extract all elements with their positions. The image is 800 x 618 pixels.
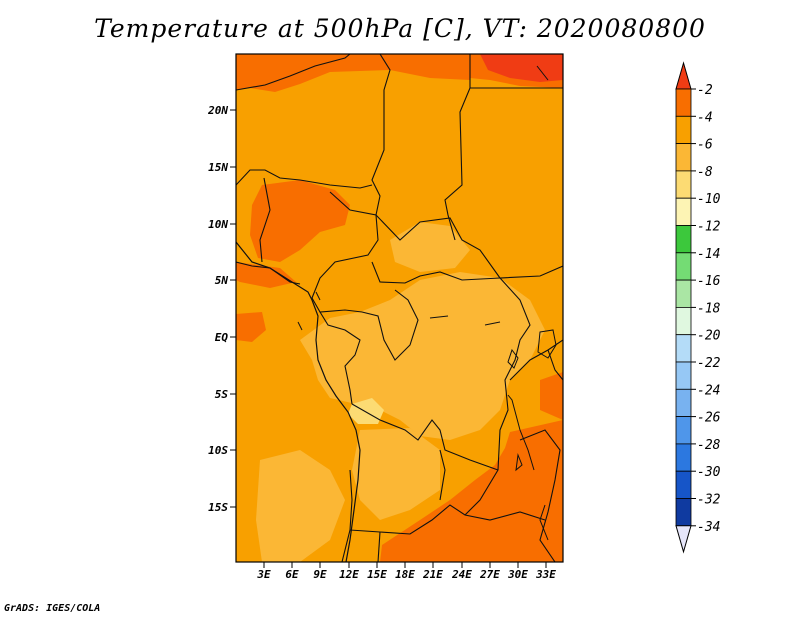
colorbar-swatch bbox=[675, 470, 692, 499]
lat-label-10S: 10S bbox=[208, 444, 228, 457]
colorbar-label: -8 bbox=[697, 165, 713, 180]
colorbar-label: -24 bbox=[697, 383, 720, 398]
field-region-south-central bbox=[352, 428, 440, 520]
field-region-southeast bbox=[380, 420, 563, 562]
lat-label-20N: 20N bbox=[207, 104, 228, 117]
lat-label-15S: 15S bbox=[208, 501, 228, 514]
lon-label-33E: 33E bbox=[535, 568, 556, 581]
colorbar-label: -26 bbox=[697, 411, 721, 426]
colorbar-swatch bbox=[675, 170, 692, 199]
colorbar-swatch bbox=[675, 225, 692, 254]
colorbar-label: -28 bbox=[697, 438, 721, 453]
longitude-axis: 3E 6E 9E 12E 15E 18E 21E 24E 27E 30E 33E bbox=[256, 562, 556, 581]
field-region-congo bbox=[300, 272, 545, 440]
field-region-east-patch bbox=[540, 372, 563, 420]
field-region-central-west bbox=[390, 222, 470, 272]
lon-label-15E: 15E bbox=[367, 568, 387, 581]
colorbar-top-arrow bbox=[675, 61, 692, 90]
colorbar-swatch bbox=[675, 334, 692, 363]
lon-label-24E: 24E bbox=[451, 568, 472, 581]
field-region-west-equator bbox=[236, 312, 266, 342]
colorbar-swatch bbox=[675, 443, 692, 472]
colorbar-label: -22 bbox=[697, 356, 721, 371]
colorbar-label: -30 bbox=[697, 465, 721, 480]
lat-label-15N: 15N bbox=[208, 161, 228, 174]
colorbar-label: -2 bbox=[697, 83, 713, 98]
lon-label-27E: 27E bbox=[479, 568, 500, 581]
lakes bbox=[297, 65, 557, 541]
colorbar-bottom-arrow bbox=[675, 525, 692, 554]
lon-label-21E: 21E bbox=[422, 568, 443, 581]
colorbar-label: -34 bbox=[697, 520, 720, 535]
colorbar-swatch bbox=[675, 388, 692, 417]
lat-label-5S: 5S bbox=[215, 388, 229, 401]
colorbar-swatch bbox=[675, 115, 692, 145]
map-title: Temperature at 500hPa [C], VT: 202008080… bbox=[94, 14, 706, 43]
colorbar-label: -16 bbox=[697, 274, 721, 289]
field-region-southwest bbox=[256, 450, 345, 562]
lon-label-3E: 3E bbox=[256, 568, 271, 581]
colorbar-label: -14 bbox=[697, 247, 720, 262]
colorbar-label: -12 bbox=[697, 220, 721, 235]
colorbar-label: -10 bbox=[697, 192, 721, 207]
temperature-field bbox=[236, 54, 563, 562]
map-frame bbox=[235, 53, 564, 563]
grads-credit: GrADS: IGES/COLA bbox=[4, 603, 101, 614]
field-region-nigeria bbox=[250, 180, 350, 262]
colorbar-swatch bbox=[675, 88, 692, 117]
field-region-top-right bbox=[480, 54, 563, 82]
lat-label-5N: 5N bbox=[215, 274, 229, 287]
country-boundaries bbox=[236, 54, 563, 562]
colorbar-swatch bbox=[675, 143, 692, 172]
colorbar: -2 -4 -6 -8 -10 -12 -14 -16 -18 -20 -22 -24 -26 -28 -3… bbox=[675, 61, 721, 554]
colorbar-swatch bbox=[675, 197, 692, 226]
colorbar-swatch bbox=[675, 252, 692, 281]
lon-label-12E: 12E bbox=[339, 568, 359, 581]
colorbar-label: -32 bbox=[697, 493, 721, 508]
colorbar-label: -4 bbox=[697, 110, 713, 125]
colorbar-label: -6 bbox=[697, 138, 713, 153]
lon-label-9E: 9E bbox=[313, 568, 327, 581]
lat-label-EQ: EQ bbox=[215, 331, 229, 344]
field-region-coast bbox=[236, 262, 296, 288]
colorbar-label: -18 bbox=[697, 301, 721, 316]
lon-label-6E: 6E bbox=[285, 568, 299, 581]
field-region-north bbox=[236, 54, 470, 92]
lat-label-10N: 10N bbox=[208, 218, 228, 231]
coastline bbox=[236, 241, 361, 562]
colorbar-label: -20 bbox=[697, 329, 721, 344]
lon-label-18E: 18E bbox=[395, 568, 415, 581]
colorbar-swatch bbox=[675, 361, 692, 390]
colorbar-swatch bbox=[675, 416, 692, 445]
latitude-axis: 20N 15N 10N 5N EQ 5S 10S 15S bbox=[207, 104, 236, 514]
colorbar-swatch bbox=[675, 306, 692, 336]
lon-label-30E: 30E bbox=[507, 568, 528, 581]
colorbar-swatch bbox=[675, 279, 692, 308]
colorbar-swatch bbox=[675, 498, 692, 527]
